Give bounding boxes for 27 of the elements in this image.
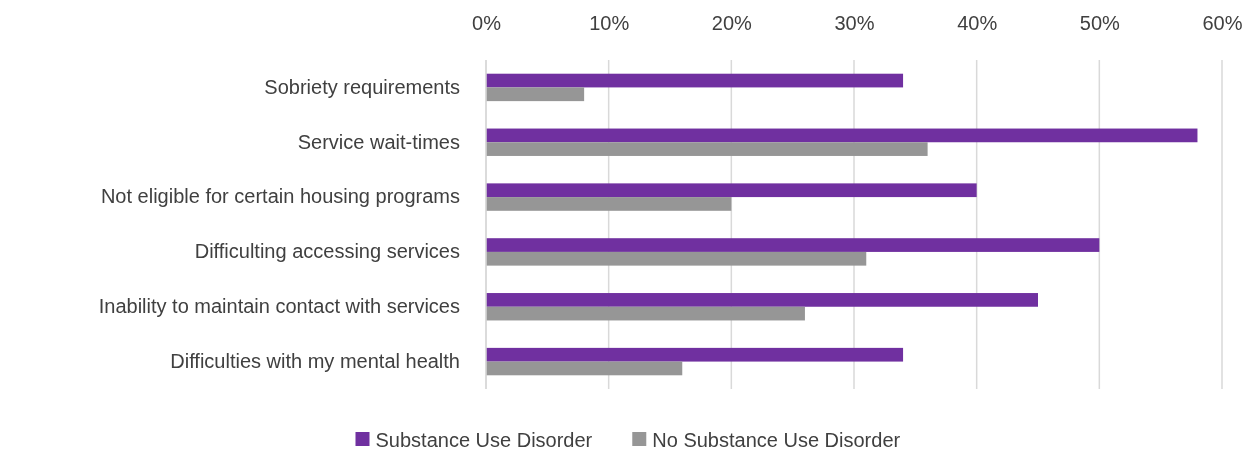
bar	[486, 306, 805, 321]
x-tick-label: 20%	[711, 12, 753, 34]
bar	[486, 128, 1198, 143]
y-tick-label: Not eligible for certain housing programs	[100, 185, 460, 208]
bar	[486, 197, 732, 211]
y-tick-label: Service wait-times	[297, 130, 460, 153]
bar	[486, 73, 904, 88]
x-tick-label: 30%	[834, 12, 875, 34]
y-tick-label: Difficulties with my mental health	[170, 349, 460, 372]
x-tick-label: 50%	[1079, 12, 1121, 34]
bar	[486, 347, 904, 362]
y-tick-label: Difficulting accessing services	[194, 240, 460, 263]
bar	[486, 251, 867, 266]
x-tick-label: 60%	[1202, 12, 1243, 34]
x-tick-label: 0%	[472, 12, 502, 34]
y-tick-label: Inability to maintain contact with services	[98, 295, 460, 318]
bar	[486, 87, 585, 102]
x-tick-label: 10%	[589, 12, 630, 34]
bar	[486, 183, 977, 198]
legend-label: No Substance Use Disorder	[652, 429, 901, 451]
legend-label: Substance Use Disorder	[375, 429, 593, 451]
bar	[486, 293, 1038, 307]
bar	[486, 238, 1100, 252]
bar	[486, 361, 683, 376]
bar	[486, 142, 928, 156]
x-tick-label: 40%	[957, 12, 998, 34]
y-tick-label: Sobriety requirements	[264, 75, 460, 98]
